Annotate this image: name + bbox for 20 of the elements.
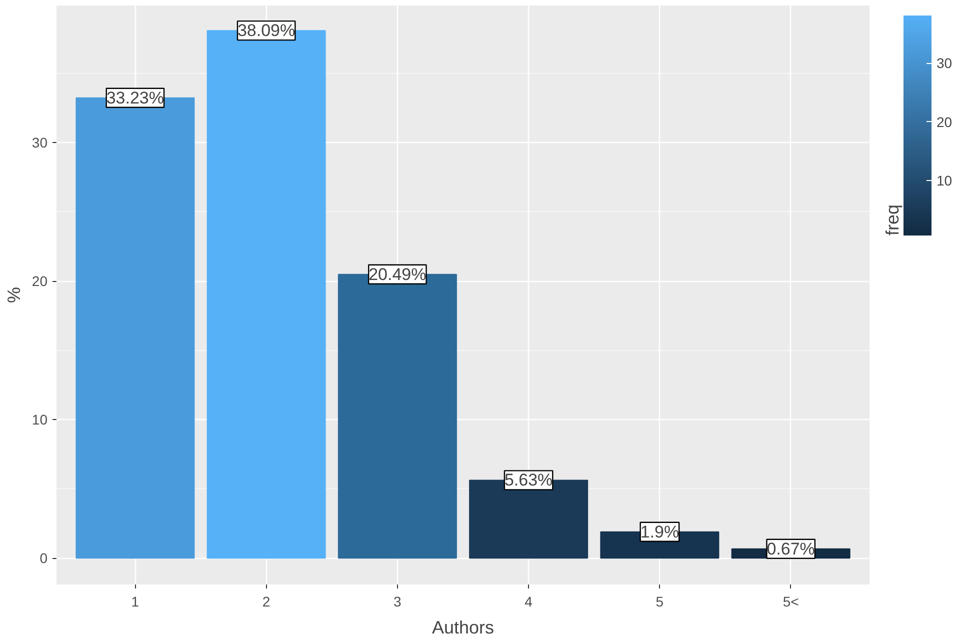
- data-label: 5.63%: [504, 470, 553, 490]
- data-label: 33.23%: [106, 88, 164, 108]
- x-tick-label: 1: [131, 594, 140, 610]
- x-tick-label: 4: [524, 594, 533, 610]
- y-tick-label: 30: [32, 134, 48, 151]
- x-tick-label: 5: [656, 594, 664, 610]
- color-bar-label: 20: [936, 114, 952, 130]
- x-tick-label: 5<: [782, 594, 799, 610]
- x-axis-title: Authors: [432, 618, 494, 638]
- data-label: 38.09%: [237, 21, 296, 40]
- x-tick-label: 2: [262, 594, 270, 610]
- y-tick-label: 10: [32, 412, 48, 428]
- legend-title: freq: [882, 204, 902, 236]
- data-label: 1.9%: [640, 522, 680, 542]
- color-bar-label: 30: [936, 55, 952, 72]
- x-tick-label: 3: [394, 594, 402, 610]
- y-axis-title: %: [4, 286, 24, 303]
- color-bar-label: 10: [936, 172, 952, 189]
- y-tick-label: 0: [40, 550, 48, 566]
- y-tick-label: 20: [32, 273, 48, 290]
